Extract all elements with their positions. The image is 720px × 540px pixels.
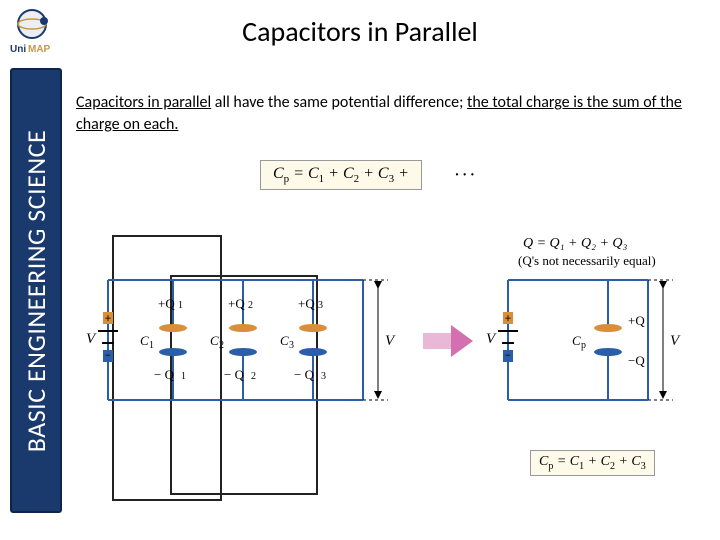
svg-text:V: V: [486, 331, 497, 347]
svg-text:C: C: [210, 333, 219, 348]
slide-title: Capacitors in Parallel: [0, 14, 720, 49]
svg-text:C: C: [280, 333, 289, 348]
svg-text:1: 1: [178, 300, 183, 311]
svg-text:−: −: [505, 349, 511, 363]
svg-text:Q = Q₁ + Q₂ + Q₃: Q = Q₁ + Q₂ + Q₃: [523, 236, 628, 251]
svg-text:2: 2: [219, 340, 224, 351]
svg-text:2: 2: [248, 300, 253, 311]
svg-text:C: C: [140, 333, 149, 348]
sidebar-label: BASIC ENGINEERING SCIENCE: [20, 129, 52, 451]
svg-text:− Q: − Q: [294, 367, 315, 382]
svg-text:2: 2: [251, 371, 256, 382]
body-text: Capacitors in parallel all have the same…: [76, 92, 710, 135]
svg-text:3: 3: [321, 371, 326, 382]
svg-text:− Q: − Q: [224, 367, 245, 382]
sidebar: BASIC ENGINEERING SCIENCE: [10, 68, 62, 513]
svg-text:+Q: +Q: [298, 296, 315, 311]
svg-text:+: +: [505, 312, 511, 326]
svg-text:V: V: [385, 333, 396, 349]
svg-text:1: 1: [181, 371, 186, 382]
svg-text:+Q: +Q: [628, 313, 645, 328]
svg-text:p: p: [581, 340, 586, 351]
svg-text:3: 3: [289, 340, 294, 351]
svg-text:3: 3: [318, 300, 323, 311]
right-circuit: Q = Q₁ + Q₂ + Q₃ (Q's not necessarily eq…: [486, 236, 681, 400]
svg-text:− Q: − Q: [154, 367, 175, 382]
svg-text:+Q: +Q: [228, 296, 245, 311]
arrow-icon: [423, 325, 473, 357]
formula-ellipsis: · · ·: [455, 165, 474, 184]
formula-right: Cp = C1 + C2 + C3: [530, 450, 655, 476]
body-rest1: all have the same potential difference;: [211, 93, 467, 112]
svg-text:C: C: [572, 333, 581, 348]
svg-text:V: V: [670, 333, 681, 349]
svg-text:−: −: [105, 349, 111, 363]
left-circuit: + − V +Q1 − Q1 C1 +Q2 − Q2 C2: [86, 280, 396, 400]
svg-text:−Q: −Q: [628, 353, 645, 368]
svg-text:1: 1: [149, 340, 154, 351]
svg-text:+Q: +Q: [158, 296, 175, 311]
svg-text:V: V: [86, 331, 97, 347]
body-lead: Capacitors in parallel: [76, 93, 211, 112]
svg-text:+: +: [105, 312, 111, 326]
formula-main: Cp = C1 + C2 + C3 +: [260, 160, 422, 190]
svg-text:(Q's not necessarily equal): (Q's not necessarily equal): [518, 253, 656, 268]
